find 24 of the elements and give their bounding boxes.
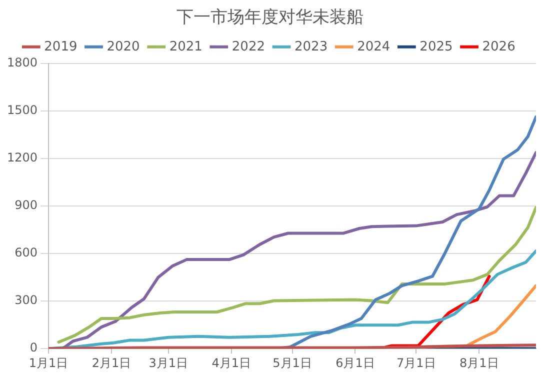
x-tick-label: 3月1日 <box>148 356 188 370</box>
legend-label: 2026 <box>482 39 516 54</box>
y-tick-label: 300 <box>14 293 38 308</box>
legend-label: 2024 <box>357 39 390 54</box>
legend-label: 2022 <box>232 39 266 54</box>
y-tick-label: 900 <box>14 198 38 212</box>
x-tick-label: 4月1日 <box>212 356 251 370</box>
x-tick-label: 6月1日 <box>336 356 375 370</box>
y-tick-label: 0 <box>30 340 38 355</box>
legend-label: 2019 <box>44 39 78 54</box>
x-tick-label: 2月1日 <box>92 356 132 370</box>
y-tick-label: 1500 <box>6 103 38 118</box>
legend-label: 2020 <box>106 39 140 54</box>
y-tick-label: 600 <box>14 246 38 260</box>
y-tick-label: 1200 <box>6 150 38 165</box>
legend-label: 2021 <box>169 39 202 54</box>
x-tick-label: 5月1日 <box>272 356 312 370</box>
x-tick-label: 8月1日 <box>459 356 499 370</box>
x-tick-label: 1月1日 <box>28 356 68 370</box>
legend-label: 2023 <box>294 39 328 54</box>
y-tick-label: 1800 <box>6 56 38 70</box>
x-tick-label: 7月1日 <box>396 356 436 370</box>
chart-title: 下一市场年度对华未装船 <box>176 8 364 28</box>
legend-label: 2025 <box>420 39 453 54</box>
